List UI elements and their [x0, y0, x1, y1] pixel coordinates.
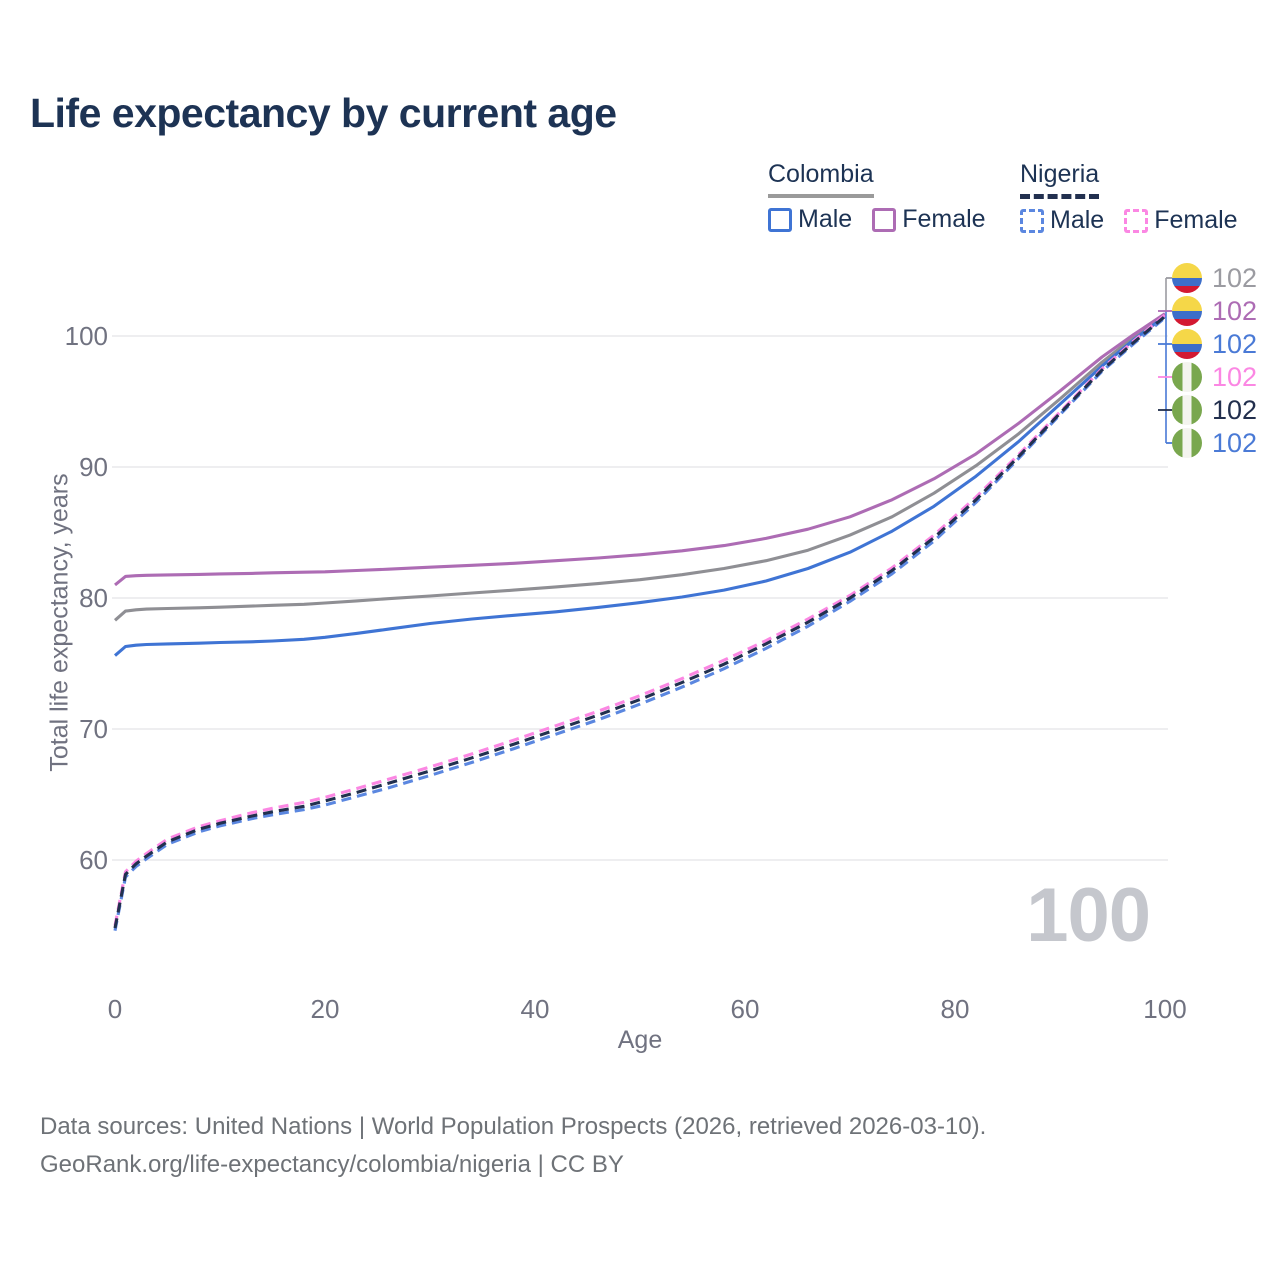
legend-item-colombia-female[interactable]: Female: [872, 205, 986, 234]
series-lines: [113, 312, 1166, 931]
end-label-row-colombia: 102: [1172, 296, 1257, 326]
legend-country-colombia[interactable]: Colombia: [768, 160, 874, 198]
legend-group-colombia: Colombia Male Female: [768, 160, 986, 234]
gridlines: [112, 335, 1168, 861]
end-label-value: 102: [1212, 328, 1258, 359]
legend-items-nigeria: Male Female: [1020, 206, 1238, 235]
colombia-male-swatch-icon: [768, 207, 792, 232]
end-label-value: 102: [1212, 262, 1258, 293]
legend-country-nigeria[interactable]: Nigeria: [1020, 160, 1100, 199]
footer: Data sources: United Nations | World Pop…: [40, 1108, 986, 1184]
nigeria-flag-icon: [1172, 428, 1202, 458]
legend-item-nigeria-male[interactable]: Male: [1020, 206, 1104, 235]
legend-items-colombia: Male Female: [768, 205, 986, 234]
series-line-colombia-total[interactable]: [113, 313, 1166, 622]
y-tick-label: 100: [65, 321, 108, 351]
legend-item-label: Male: [798, 205, 853, 233]
x-tick-label: 60: [731, 994, 760, 1024]
end-label-row-colombia: 102: [1172, 329, 1257, 359]
x-axis-title: Age: [617, 1026, 663, 1054]
page-title: Life expectancy by current age: [30, 90, 617, 136]
nigeria-flag-icon: [1172, 362, 1202, 392]
y-axis-title: Total life expectancy, years: [45, 473, 74, 772]
x-tick-label: 80: [941, 994, 970, 1024]
end-label-value: 102: [1212, 427, 1258, 458]
legend-item-label: Female: [1154, 206, 1238, 234]
x-tick-label: 0: [108, 994, 122, 1024]
nigeria-female-swatch-icon: [1124, 208, 1149, 233]
y-axis-tick-labels: 60 70 80 90 100: [65, 321, 108, 875]
footer-sources: Data sources: United Nations | World Pop…: [40, 1113, 987, 1140]
end-label-value: 102: [1212, 394, 1258, 425]
legend-item-nigeria-female[interactable]: Female: [1124, 206, 1238, 235]
end-label-row-nigeria: 102: [1172, 395, 1257, 425]
legend-item-label: Male: [1050, 206, 1105, 234]
nigeria-flag-icon: [1172, 395, 1202, 425]
end-label-value: 102: [1212, 361, 1258, 392]
y-tick-label: 70: [79, 714, 108, 744]
x-tick-label: 40: [521, 994, 550, 1024]
series-line-nigeria-total[interactable]: [113, 315, 1166, 929]
colombia-flag-icon: [1172, 329, 1202, 359]
x-axis-tick-labels: 0 20 40 60 80 100: [108, 994, 1187, 1024]
series-line-colombia-male[interactable]: [113, 315, 1166, 657]
colombia-female-swatch-icon: [872, 207, 897, 232]
series-line-colombia-female[interactable]: [114, 312, 1166, 587]
end-label-row-nigeria: 102: [1172, 362, 1257, 392]
end-label-row-colombia: 102: [1172, 263, 1257, 293]
end-label-connectors: [1158, 277, 1172, 444]
y-tick-label: 90: [79, 452, 108, 482]
series-line-nigeria-female[interactable]: [113, 313, 1166, 926]
nigeria-male-swatch-icon: [1020, 208, 1044, 233]
colombia-flag-icon: [1172, 263, 1202, 293]
age-watermark: 100: [1026, 873, 1151, 958]
legend-item-colombia-male[interactable]: Male: [768, 205, 852, 234]
legend-group-nigeria: Nigeria Male Female: [1020, 160, 1238, 235]
legend-item-label: Female: [902, 205, 986, 233]
x-tick-label: 20: [311, 994, 340, 1024]
series-line-nigeria-male[interactable]: [113, 316, 1166, 931]
colombia-flag-icon: [1172, 296, 1202, 326]
end-label-row-nigeria: 102: [1172, 428, 1257, 458]
y-tick-label: 80: [79, 583, 108, 613]
x-tick-label: 100: [1143, 994, 1186, 1024]
footer-url: GeoRank.org/life-expectancy/colombia/nig…: [40, 1151, 624, 1178]
end-label-value: 102: [1212, 295, 1258, 326]
y-tick-label: 60: [79, 845, 108, 875]
